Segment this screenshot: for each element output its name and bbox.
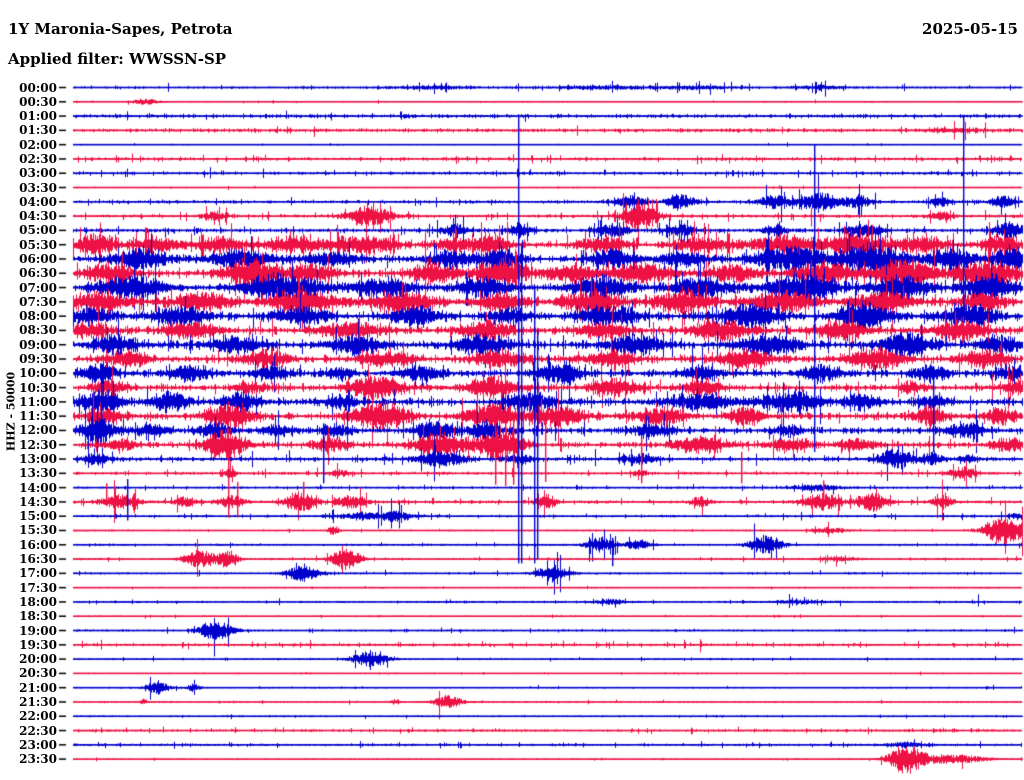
time-label: 04:30 xyxy=(19,209,57,224)
time-label: 10:30 xyxy=(19,380,57,395)
time-label: 01:30 xyxy=(19,123,57,138)
time-label: 23:30 xyxy=(19,752,57,767)
record-date: 2025-05-15 xyxy=(922,20,1018,38)
time-label: 04:00 xyxy=(19,194,57,209)
time-axis: 00:00 00:30 01:00 01:30 02:00 02:30 03:00 03:30… xyxy=(0,0,57,780)
time-label: 08:00 xyxy=(19,309,57,324)
time-label: 14:00 xyxy=(19,480,57,495)
time-label: 21:30 xyxy=(19,694,57,709)
time-label: 15:00 xyxy=(19,509,57,524)
time-label: 09:00 xyxy=(19,337,57,352)
time-label: 20:00 xyxy=(19,652,57,667)
time-label: 11:30 xyxy=(19,409,57,424)
time-label: 12:00 xyxy=(19,423,57,438)
time-label: 10:00 xyxy=(19,366,57,381)
time-label: 02:00 xyxy=(19,137,57,152)
time-label: 17:00 xyxy=(19,566,57,581)
time-label: 16:00 xyxy=(19,537,57,552)
time-label: 15:30 xyxy=(19,523,57,538)
time-label: 06:00 xyxy=(19,251,57,266)
time-label: 05:30 xyxy=(19,237,57,252)
time-label: 23:00 xyxy=(19,737,57,752)
time-label: 12:30 xyxy=(19,437,57,452)
time-label: 07:00 xyxy=(19,280,57,295)
time-label: 19:00 xyxy=(19,623,57,638)
time-label: 05:00 xyxy=(19,223,57,238)
time-label: 03:00 xyxy=(19,166,57,181)
time-label: 08:30 xyxy=(19,323,57,338)
station-title: 1Y Maronia-Sapes, Petrota xyxy=(8,20,233,38)
time-label: 14:30 xyxy=(19,494,57,509)
time-label: 00:00 xyxy=(19,80,57,95)
time-label: 18:30 xyxy=(19,609,57,624)
applied-filter-label: Applied filter: WWSSN-SP xyxy=(8,50,227,68)
time-label: 20:30 xyxy=(19,666,57,681)
time-label: 00:30 xyxy=(19,94,57,109)
time-label: 02:30 xyxy=(19,151,57,166)
time-label: 22:00 xyxy=(19,709,57,724)
time-label: 17:30 xyxy=(19,580,57,595)
time-label: 22:30 xyxy=(19,723,57,738)
time-label: 16:30 xyxy=(19,552,57,567)
time-label: 07:30 xyxy=(19,294,57,309)
time-label: 13:00 xyxy=(19,452,57,467)
time-label: 06:30 xyxy=(19,266,57,281)
time-label: 11:00 xyxy=(19,394,57,409)
time-label: 21:00 xyxy=(19,680,57,695)
time-label: 03:30 xyxy=(19,180,57,195)
time-label: 19:30 xyxy=(19,637,57,652)
time-label: 09:30 xyxy=(19,352,57,366)
time-label: 13:30 xyxy=(19,466,57,481)
time-label: 18:00 xyxy=(19,594,57,609)
time-label: 01:00 xyxy=(19,109,57,124)
